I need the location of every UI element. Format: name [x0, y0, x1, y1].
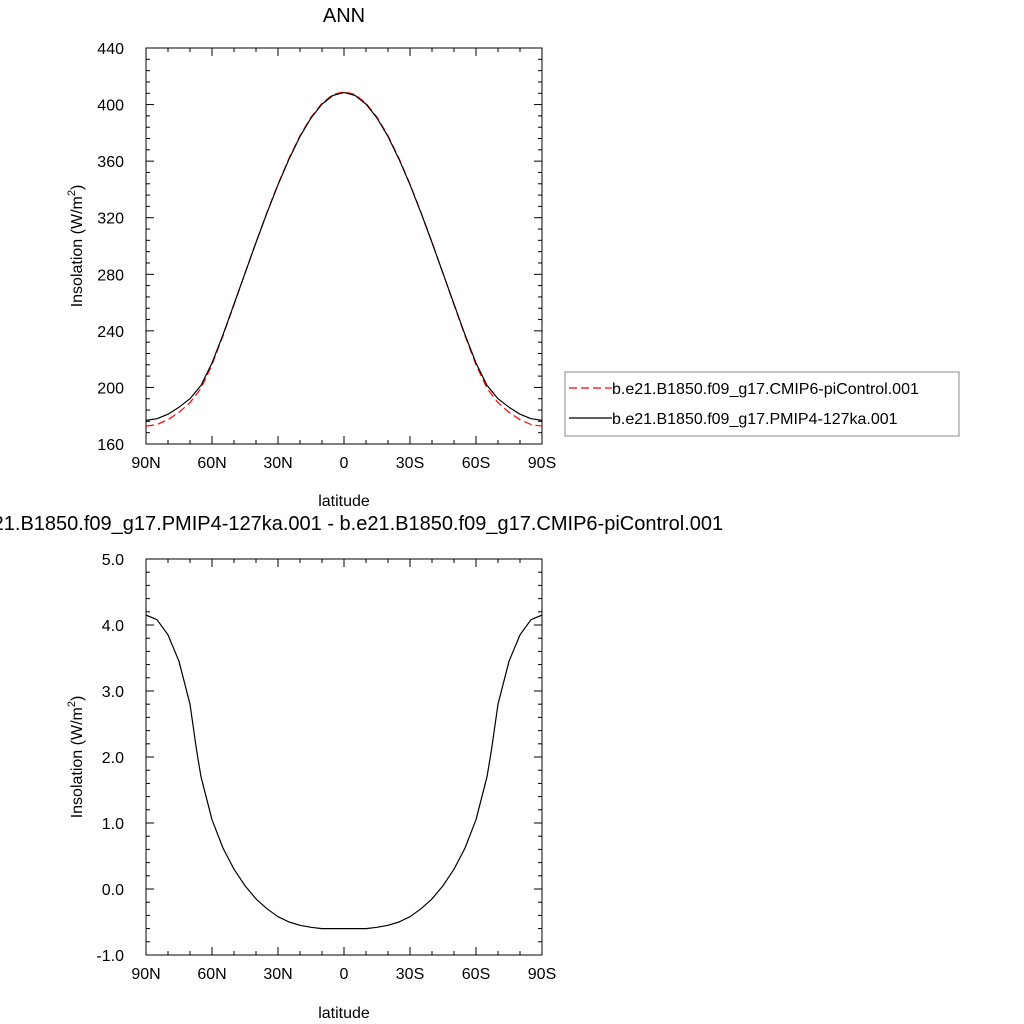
- bottom-chart-y-tick-label: 1.0: [102, 816, 124, 833]
- bottom-chart-x-tick-label: 0: [340, 966, 349, 983]
- top-chart-y-tick-label: 160: [97, 437, 124, 454]
- top-chart-x-tick-label: 90N: [131, 455, 160, 472]
- bottom-chart-tick-labels: 90N 60N 30N 0 30S 60S 90S -1.0 0.0 1.0 2.0 3.0 4.0 5.…: [96, 552, 556, 983]
- bottom-chart-series-line-0: [145, 614, 543, 930]
- top-chart-ticks: [145, 47, 543, 445]
- legend-label-127ka: b.e21.B1850.f09_g17.PMIP4-127ka.001: [612, 411, 898, 428]
- top-chart-y-tick-label: 240: [97, 324, 124, 341]
- bottom-chart-x-axis-label: latitude: [318, 1005, 370, 1022]
- legend-box: [564, 371, 960, 437]
- bottom-chart-y-tick-label: 0.0: [102, 882, 124, 899]
- legend-label-picontrol: b.e21.B1850.f09_g17.CMIP6-piControl.001: [612, 381, 919, 398]
- top-chart-x-tick-label: 30N: [263, 455, 292, 472]
- bottom-chart-x-tick-label: 60N: [197, 966, 226, 983]
- top-chart-x-tick-label: 60N: [197, 455, 226, 472]
- legend: b.e21.B1850.f09_g17.CMIP6-piControl.001 …: [564, 371, 960, 437]
- top-chart-y-tick-label: 280: [97, 267, 124, 284]
- top-chart-x-tick-label: 0: [340, 455, 349, 472]
- top-chart-series: [145, 91, 543, 427]
- bottom-chart-frame: [145, 558, 543, 956]
- top-chart-x-tick-label: 90S: [528, 455, 556, 472]
- top-chart-series-line-0: [145, 91, 543, 427]
- top-chart-series-line-1: [145, 91, 543, 421]
- bottom-chart-x-tick-label: 30S: [396, 966, 424, 983]
- top-chart-frame: [145, 47, 543, 445]
- top-chart-x-tick-label: 60S: [462, 455, 490, 472]
- bottom-chart-y-tick-label: 2.0: [102, 750, 124, 767]
- top-chart-y-tick-label: 440: [97, 41, 124, 58]
- bottom-chart-title: b.e21.B1850.f09_g17.PMIP4-127ka.001 - b.…: [0, 513, 723, 535]
- top-chart-y-axis-label: Insolation (W/m2): [66, 185, 86, 308]
- top-chart-y-tick-label: 320: [97, 211, 124, 228]
- bottom-chart-y-tick-label: 5.0: [102, 552, 124, 569]
- bottom-chart-y-tick-label: 4.0: [102, 618, 124, 635]
- top-chart-tick-labels: 90N 60N 30N 0 30S 60S 90S 160 200 240 280 320 360 400…: [97, 41, 556, 472]
- top-chart-title: ANN: [323, 5, 365, 27]
- top-chart-x-tick-label: 30S: [396, 455, 424, 472]
- top-chart-y-tick-label: 360: [97, 154, 124, 171]
- bottom-chart-x-tick-label: 90S: [528, 966, 556, 983]
- bottom-chart-ticks: [145, 558, 543, 956]
- bottom-chart-y-axis-label: Insolation (W/m2): [66, 696, 86, 819]
- bottom-chart-x-tick-label: 90N: [131, 966, 160, 983]
- bottom-chart: b.e21.B1850.f09_g17.PMIP4-127ka.001 - b.…: [0, 513, 723, 1022]
- top-chart-y-tick-label: 400: [97, 98, 124, 115]
- bottom-chart-series: [145, 614, 543, 930]
- top-chart-y-tick-label: 200: [97, 380, 124, 397]
- top-chart-x-axis-label: latitude: [318, 493, 370, 510]
- bottom-chart-x-tick-label: 60S: [462, 966, 490, 983]
- bottom-chart-y-tick-label: 3.0: [102, 684, 124, 701]
- bottom-chart-x-tick-label: 30N: [263, 966, 292, 983]
- bottom-chart-y-tick-label: -1.0: [96, 948, 124, 965]
- top-chart: ANN 90N 60N 30N 0 30S 60S 90S 160 200 240 280 320 36…: [66, 5, 960, 510]
